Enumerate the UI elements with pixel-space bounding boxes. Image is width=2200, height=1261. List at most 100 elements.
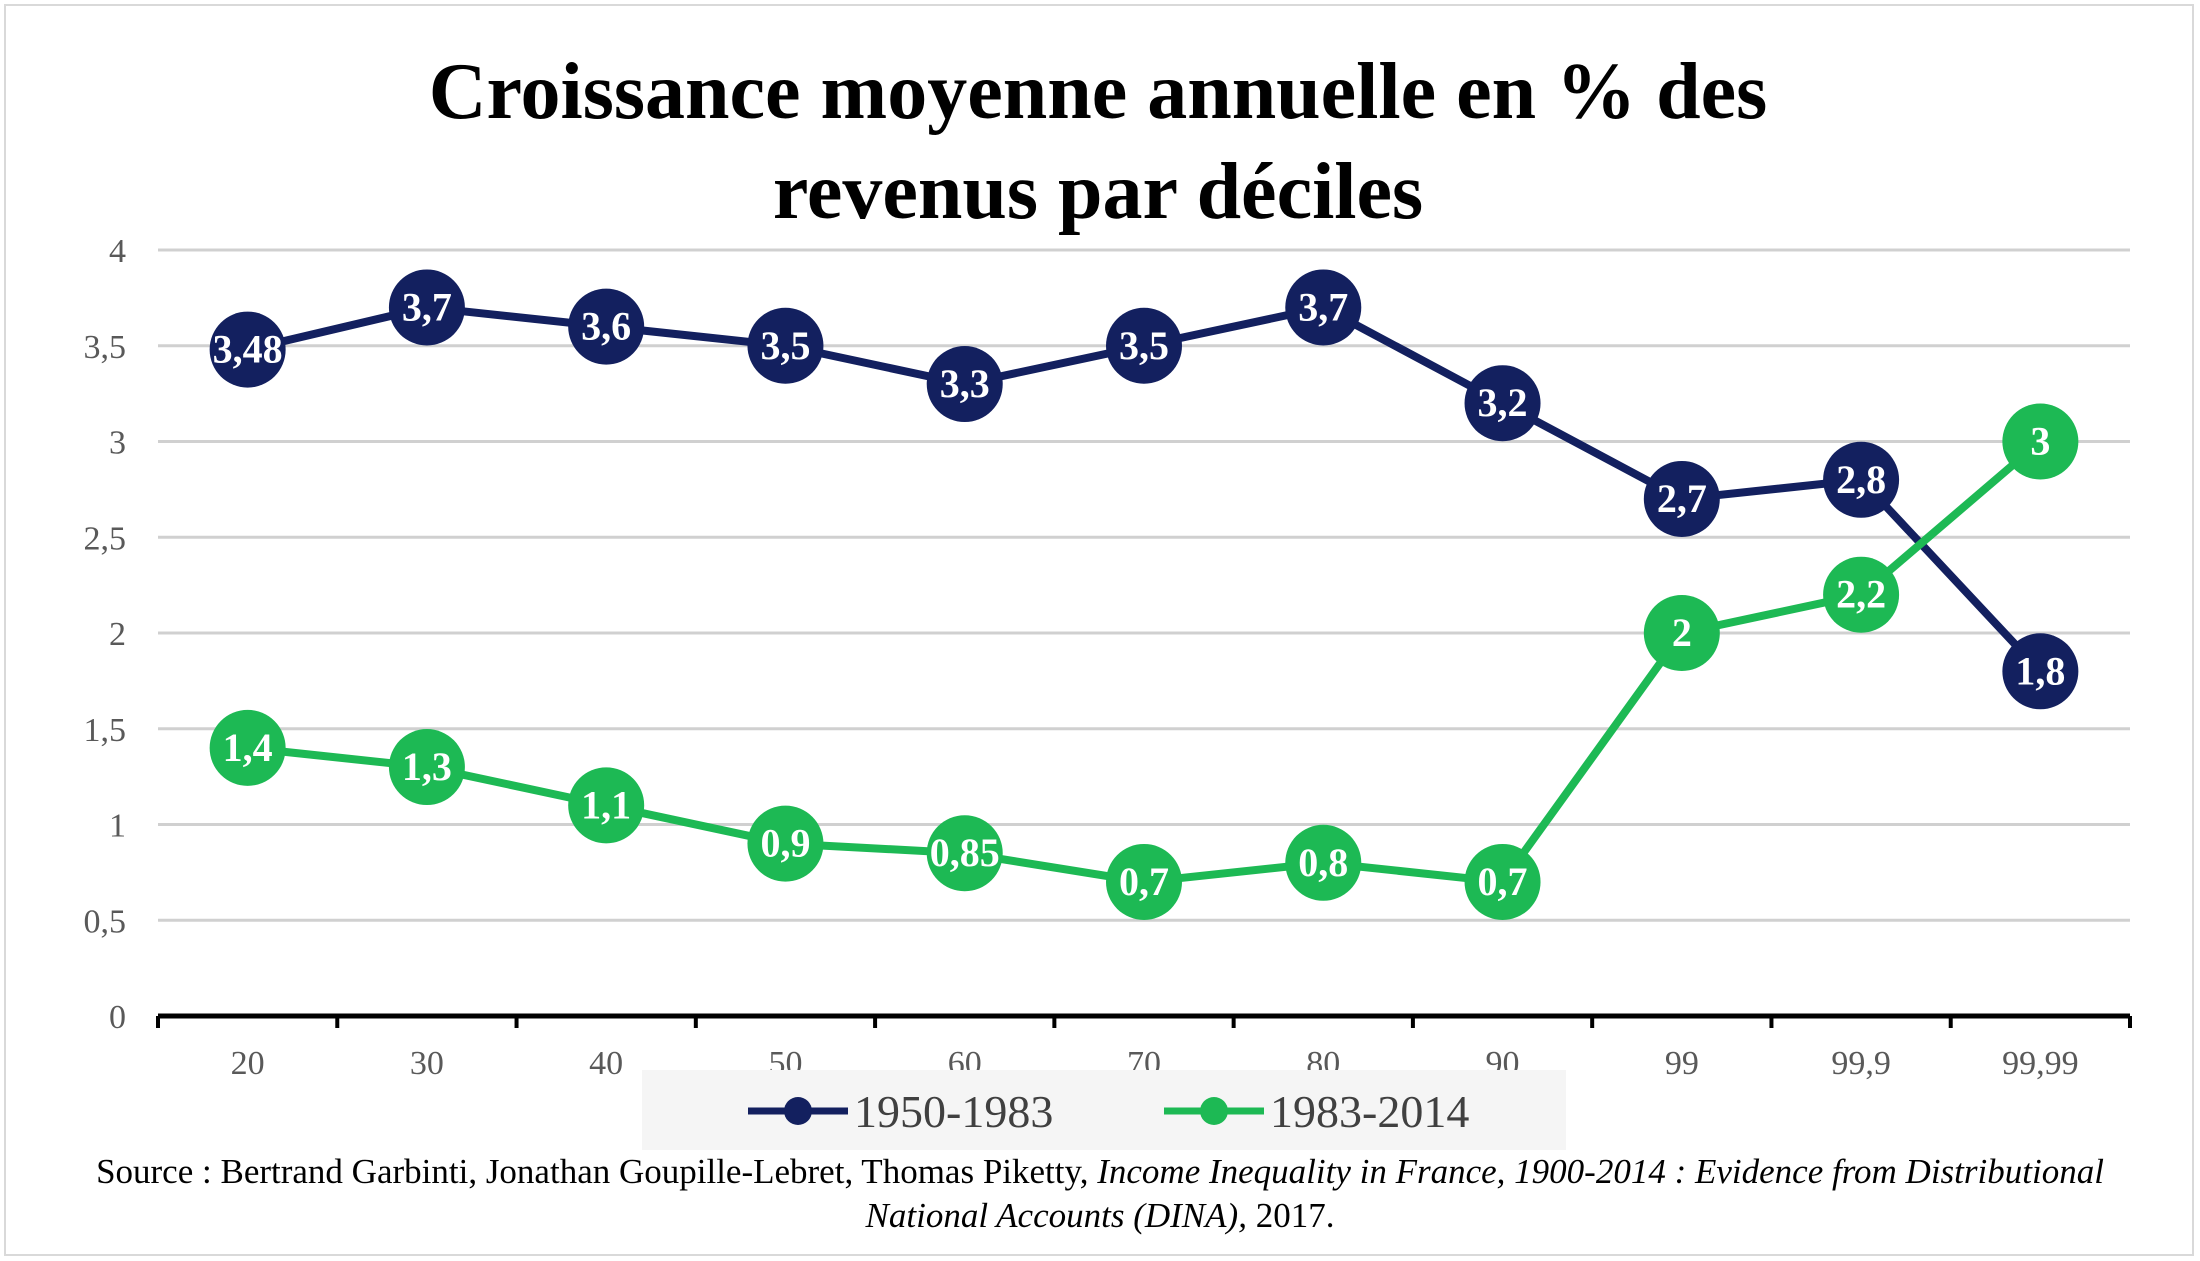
legend: 1950-1983 1983-2014 — [642, 1070, 1566, 1150]
x-tick-label: 99 — [1665, 1045, 1699, 1082]
chart-title: Croissance moyenne annuelle en % des rev… — [429, 48, 1768, 236]
y-tick-label: 3 — [109, 425, 126, 462]
data-label: 3,5 — [1119, 323, 1169, 368]
legend-label-1983-2014: 1983-2014 — [1270, 1086, 1469, 1137]
y-tick-label: 0 — [109, 999, 126, 1036]
data-point-marker — [209, 311, 286, 388]
data-label: 3,6 — [581, 304, 631, 349]
legend-marker-1950-1983 — [784, 1097, 812, 1125]
data-point-marker — [2002, 403, 2079, 480]
data-label: 1,3 — [402, 744, 452, 789]
data-point-marker — [1106, 843, 1182, 920]
data-point-marker — [1285, 824, 1362, 901]
data-point-marker — [747, 307, 824, 384]
x-tick-label: 99,99 — [2002, 1045, 2079, 1082]
data-point-marker — [568, 288, 645, 365]
data-label: 3 — [2030, 419, 2050, 464]
data-point: 3 — [2002, 403, 2079, 480]
source-note: Source : Bertrand Garbinti, Jonathan Gou… — [60, 1150, 2140, 1238]
x-axis: 20 30 40 50 60 70 80 90 99 99,9 99,99 — [156, 1013, 2132, 1082]
data-label: 0,8 — [1298, 840, 1348, 885]
data-point: 3,7 — [1285, 269, 1362, 346]
data-point: 2,8 — [1823, 441, 1900, 518]
data-label: 2,2 — [1836, 572, 1886, 617]
data-point: 1,3 — [388, 729, 465, 806]
x-tick-label: 99,9 — [1831, 1045, 1891, 1082]
data-point: 2,2 — [1823, 556, 1900, 633]
y-axis-ticks: 0 0,5 1 1,5 2 2,5 3 3,5 4 — [84, 233, 127, 1036]
data-point-marker — [2002, 633, 2079, 710]
data-label: 0,7 — [1119, 859, 1169, 904]
chart-frame — [4, 4, 2194, 1256]
legend-marker-1983-2014 — [1200, 1097, 1228, 1125]
chart-title-line-1: Croissance moyenne annuelle en % des — [429, 48, 1768, 136]
source-prefix: Source : Bertrand Garbinti, Jonathan Gou… — [96, 1152, 1098, 1191]
data-point-marker — [1464, 843, 1541, 920]
data-point-marker — [568, 767, 645, 844]
data-point: 3,5 — [1106, 307, 1182, 384]
data-point: 3,3 — [926, 346, 1003, 423]
data-point-marker — [388, 729, 465, 806]
data-label: 3,7 — [1298, 284, 1348, 329]
y-tick-label: 1,5 — [84, 712, 127, 749]
source-title: Income Inequality in France, 1900-2014 :… — [865, 1152, 2104, 1235]
data-label: 3,48 — [213, 327, 283, 372]
data-point-marker — [1464, 365, 1541, 442]
data-point: 3,7 — [388, 269, 465, 346]
y-tick-label: 1 — [109, 808, 126, 845]
data-point-marker — [388, 269, 465, 346]
data-point-marker — [1285, 269, 1362, 346]
data-point-marker — [926, 815, 1003, 892]
y-tick-label: 3,5 — [84, 329, 127, 366]
data-point-marker — [209, 709, 286, 786]
data-point-marker — [1823, 556, 1900, 633]
data-point-marker — [747, 805, 824, 882]
data-label: 2,7 — [1657, 476, 1707, 521]
data-label: 3,2 — [1478, 380, 1528, 425]
data-label: 0,7 — [1478, 859, 1528, 904]
legend-label-1950-1983: 1950-1983 — [854, 1086, 1053, 1137]
data-label: 3,3 — [940, 361, 990, 406]
source-suffix: 2017. — [1246, 1196, 1335, 1235]
data-label: 2 — [1672, 610, 1692, 655]
data-label: 0,9 — [760, 821, 810, 866]
data-point: 0,8 — [1285, 824, 1362, 901]
data-point: 0,9 — [747, 805, 824, 882]
data-point-marker — [1643, 460, 1720, 537]
series-lines — [243, 303, 2045, 886]
x-tick-label: 30 — [410, 1045, 444, 1082]
data-point: 1,1 — [568, 767, 645, 844]
data-point-marker — [1823, 441, 1900, 518]
data-point: 3,5 — [747, 307, 824, 384]
data-point-marker — [926, 346, 1003, 423]
data-point: 3,6 — [568, 288, 645, 365]
y-tick-label: 0,5 — [84, 903, 127, 940]
data-point-marker — [1643, 595, 1720, 671]
data-point: 2,7 — [1643, 460, 1720, 537]
data-point: 3,48 — [209, 311, 286, 388]
data-label: 2,8 — [1836, 457, 1886, 502]
data-point: 1,8 — [2002, 633, 2079, 710]
y-tick-label: 4 — [109, 233, 126, 270]
data-point: 0,7 — [1464, 843, 1541, 920]
data-point: 2 — [1643, 595, 1720, 671]
data-label: 1,8 — [2015, 648, 2065, 693]
grid-lines — [158, 248, 2130, 922]
data-label: 3,7 — [402, 284, 452, 329]
data-label: 0,85 — [930, 830, 1000, 875]
data-label: 3,5 — [760, 323, 810, 368]
data-point: 0,85 — [926, 815, 1003, 892]
series-points: 3,48 3,7 3,6 3,5 3,3 3,5 3,7 3,2 2,7 2,8 1,8 1,4 1,3… — [209, 269, 2079, 920]
x-tick-label: 40 — [589, 1045, 623, 1082]
series-line-1983-2014 — [243, 437, 2045, 886]
data-point: 3,2 — [1464, 365, 1541, 442]
data-point: 0,7 — [1106, 843, 1182, 920]
chart-title-line-2: revenus par déciles — [773, 148, 1423, 236]
y-tick-label: 2 — [109, 616, 126, 653]
data-label: 1,1 — [581, 782, 631, 827]
data-label: 1,4 — [223, 725, 273, 770]
y-tick-label: 2,5 — [84, 520, 127, 557]
x-tick-label: 20 — [231, 1045, 265, 1082]
data-point-marker — [1106, 307, 1182, 384]
